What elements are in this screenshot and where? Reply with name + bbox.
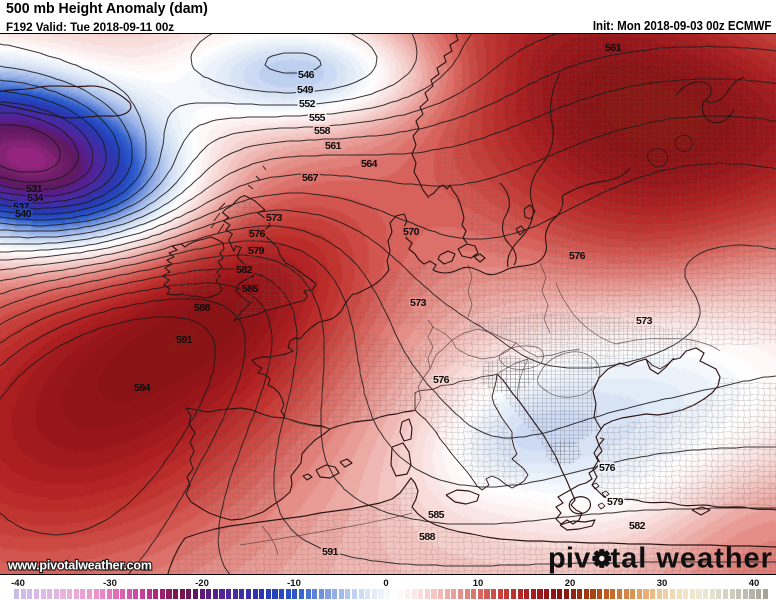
svg-text:579: 579 xyxy=(248,245,265,257)
svg-text:576: 576 xyxy=(569,250,586,262)
svg-text:573: 573 xyxy=(410,297,427,309)
svg-text:531: 531 xyxy=(26,183,43,195)
svg-text:546: 546 xyxy=(298,69,315,81)
svg-text:555: 555 xyxy=(309,112,326,124)
svg-text:537: 537 xyxy=(13,201,30,213)
svg-text:579: 579 xyxy=(607,496,624,508)
svg-text:558: 558 xyxy=(314,125,331,137)
svg-text:588: 588 xyxy=(419,531,436,543)
svg-text:549: 549 xyxy=(297,84,314,96)
svg-text:534: 534 xyxy=(27,192,44,204)
svg-text:561: 561 xyxy=(325,140,342,152)
svg-text:540: 540 xyxy=(15,208,32,220)
svg-text:585: 585 xyxy=(428,509,445,521)
svg-text:594: 594 xyxy=(134,382,151,394)
svg-text:576: 576 xyxy=(249,228,266,240)
svg-text:573: 573 xyxy=(266,212,283,224)
svg-text:591: 591 xyxy=(322,546,339,558)
svg-text:tal weather: tal weather xyxy=(611,543,774,575)
svg-text:piv: piv xyxy=(548,543,591,575)
svg-text:567: 567 xyxy=(302,172,319,184)
svg-text:582: 582 xyxy=(236,264,253,276)
svg-text:561: 561 xyxy=(605,42,622,54)
svg-text:552: 552 xyxy=(299,98,316,110)
svg-text:573: 573 xyxy=(636,315,653,327)
svg-text:570: 570 xyxy=(403,226,420,238)
svg-text:582: 582 xyxy=(629,520,646,532)
svg-text:591: 591 xyxy=(176,334,193,346)
svg-text:576: 576 xyxy=(433,374,450,386)
svg-text:588: 588 xyxy=(194,302,211,314)
svg-text:585: 585 xyxy=(242,283,259,295)
svg-text:576: 576 xyxy=(599,462,616,474)
svg-text:www.pivotalweather.com: www.pivotalweather.com xyxy=(7,559,152,573)
svg-text:564: 564 xyxy=(361,158,378,170)
